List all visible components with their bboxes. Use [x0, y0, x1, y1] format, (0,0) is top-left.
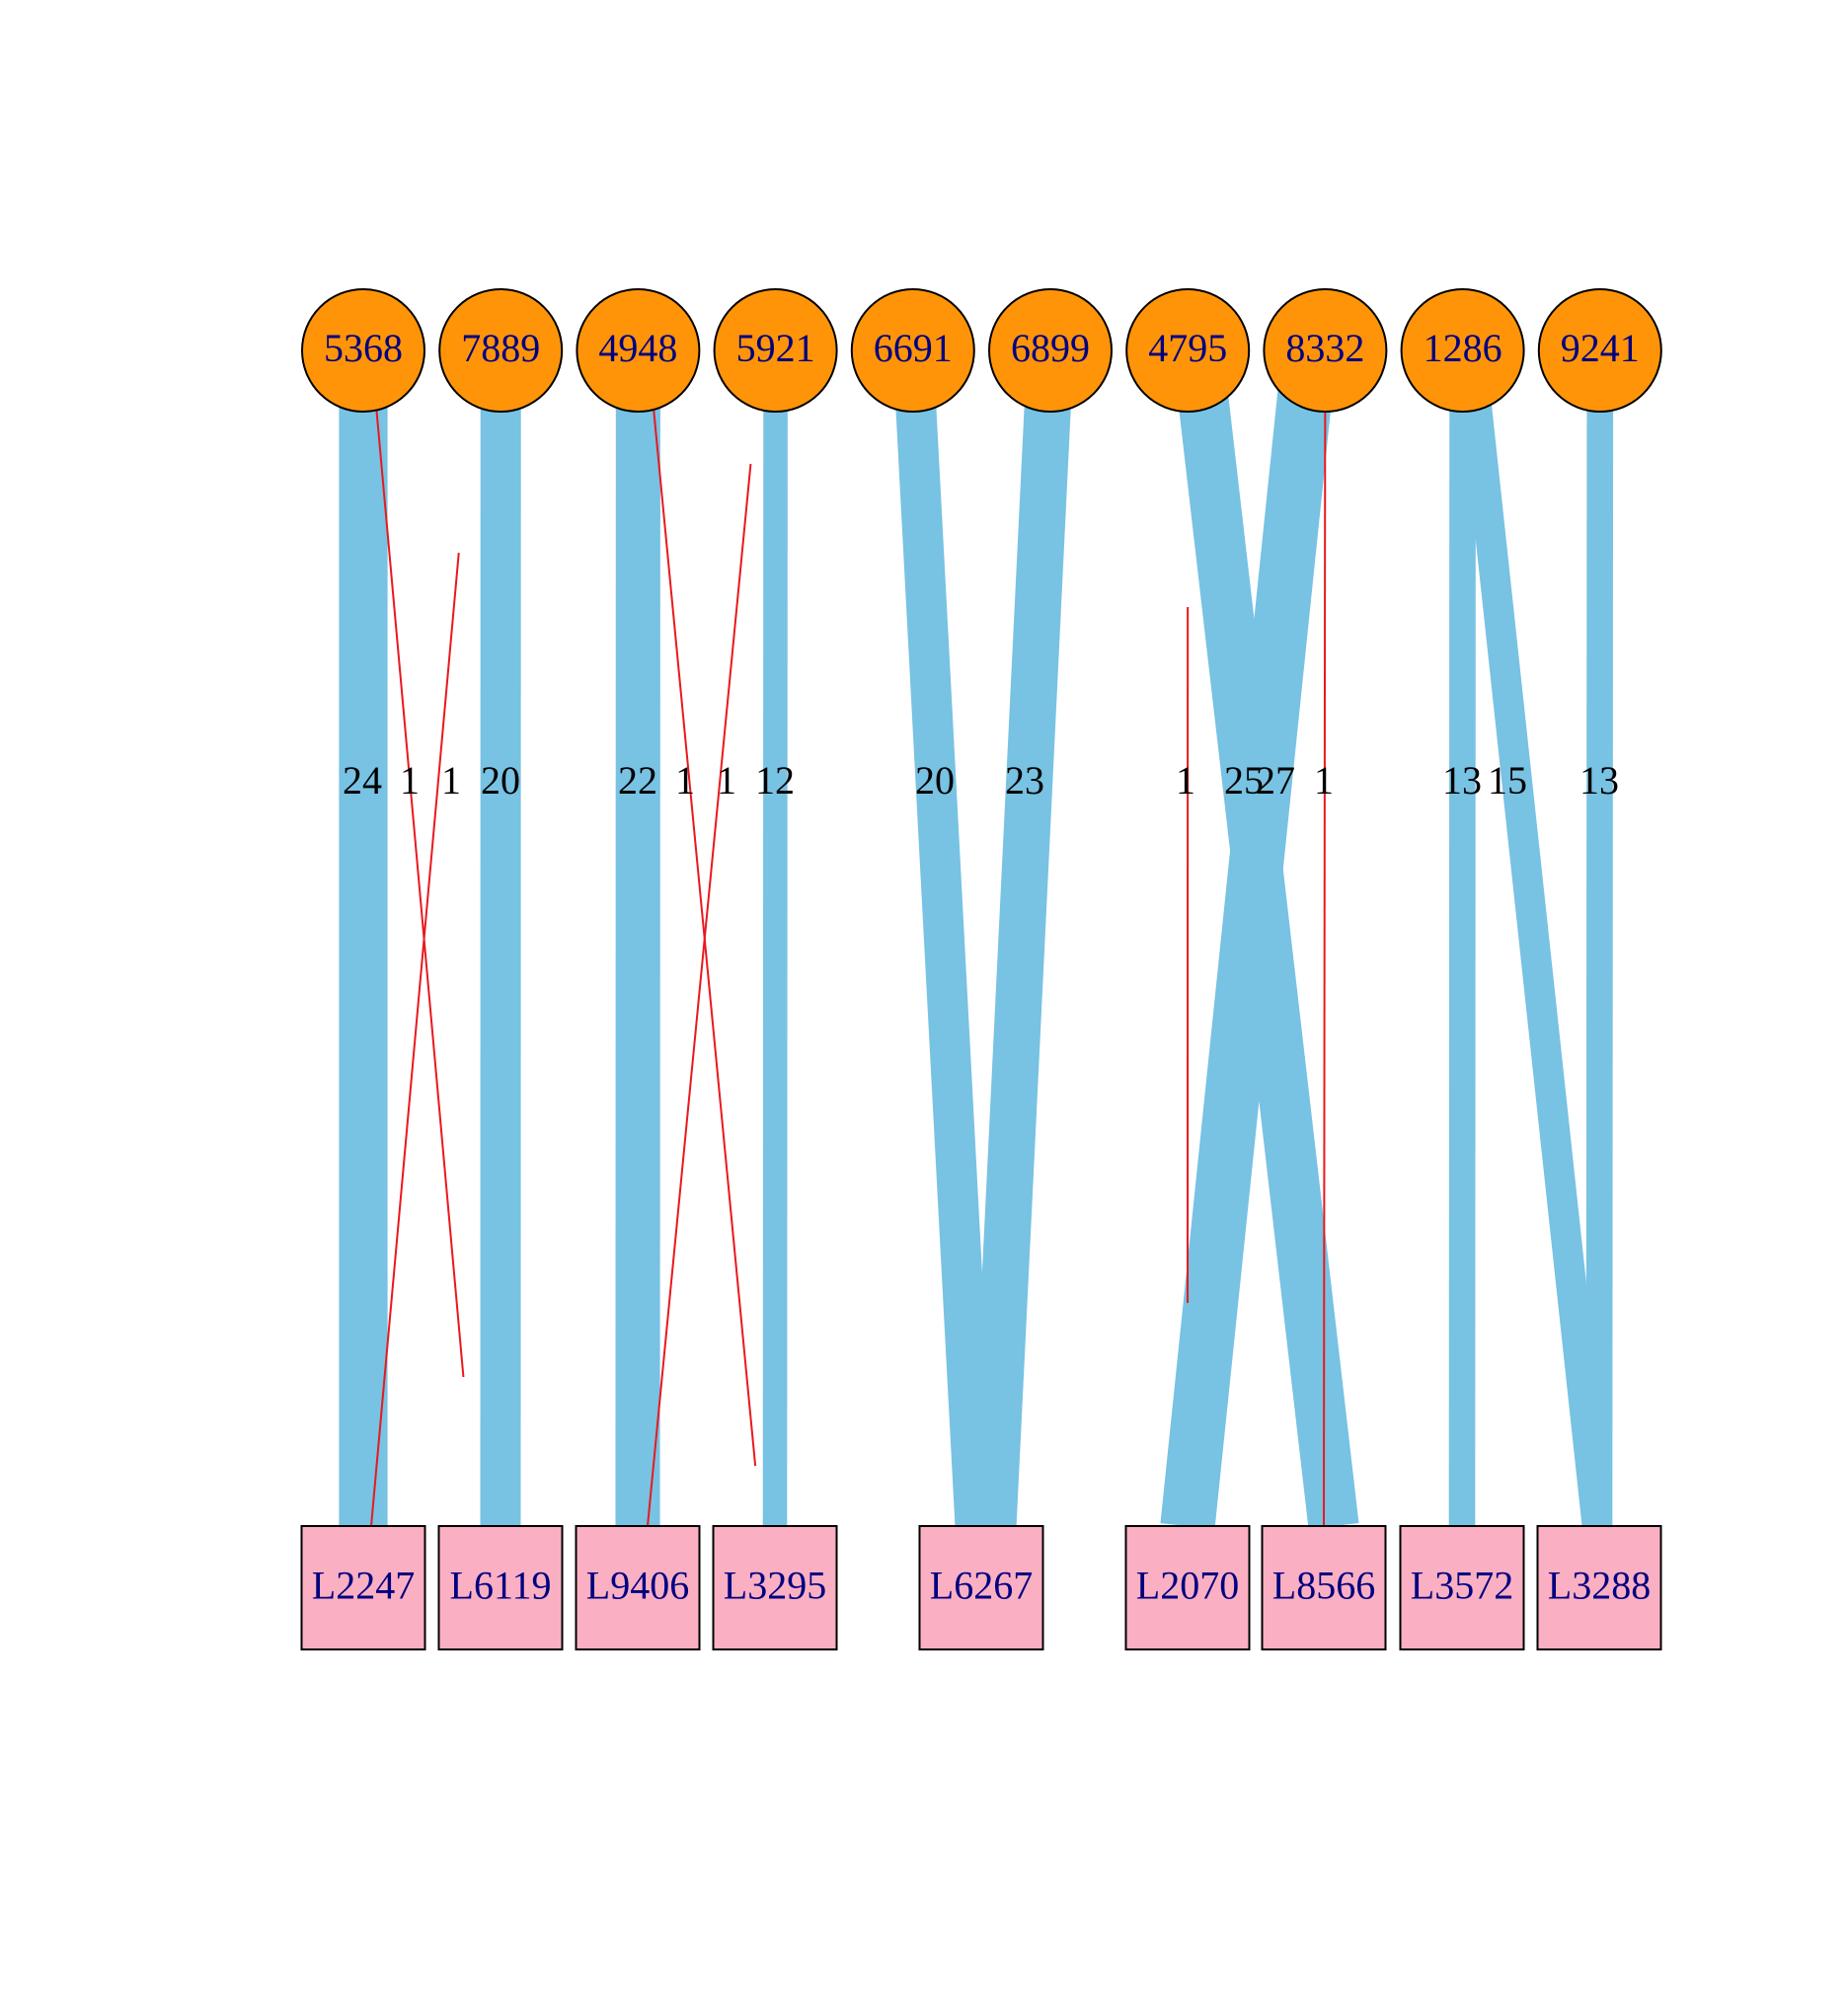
edge-label-4948-L3295: 1 — [675, 758, 695, 803]
top-node-label: 4948 — [598, 326, 677, 370]
top-node-6691: 6691 — [850, 288, 975, 413]
bottom-node-label: L3572 — [1411, 1564, 1513, 1608]
edge-5921-L3295 — [762, 349, 788, 1527]
square-node-shape — [1536, 1525, 1662, 1650]
circle-node-shape — [1263, 288, 1388, 413]
bottom-node-label: L9406 — [586, 1564, 689, 1608]
circle-node-shape — [576, 288, 701, 413]
square-node-shape — [300, 1525, 426, 1650]
top-node-8332: 8332 — [1263, 288, 1388, 413]
bottom-node-label: L3288 — [1548, 1564, 1651, 1608]
bottom-node-L3572: L3572 — [1399, 1525, 1525, 1650]
top-node-9241: 9241 — [1537, 288, 1662, 413]
circle-node-shape — [850, 288, 975, 413]
edge-label-4948-L9406: 22 — [618, 758, 657, 803]
edge-label-6899-L6267: 23 — [1005, 758, 1044, 803]
square-node-shape — [575, 1525, 701, 1650]
square-node-shape — [1399, 1525, 1525, 1650]
square-node-shape — [918, 1525, 1044, 1650]
edge-label-1286-L3572: 13 — [1442, 758, 1482, 803]
top-node-1286: 1286 — [1400, 288, 1525, 413]
edge-label-8332-L8566: 1 — [1314, 758, 1334, 803]
circle-node-shape — [301, 288, 425, 413]
circle-node-shape — [438, 288, 564, 413]
edge-label-5368-L6119: 1 — [400, 758, 420, 803]
circle-node-shape — [1400, 288, 1525, 413]
bottom-node-L2247: L2247 — [300, 1525, 426, 1650]
edge-1286-L3572 — [1448, 349, 1476, 1527]
edge-label-4795-L2070: 1 — [1176, 758, 1195, 803]
edge-9241-L3288 — [1585, 349, 1614, 1527]
top-node-6899: 6899 — [988, 288, 1113, 413]
bottom-node-label: L2070 — [1136, 1564, 1239, 1608]
edge-label-8332-L2070: 27 — [1256, 758, 1295, 803]
edge-8332-L2070 — [1160, 347, 1337, 1529]
circle-node-shape — [1125, 288, 1251, 413]
top-node-label: 4795 — [1148, 326, 1227, 370]
top-node-label: 5368 — [324, 326, 403, 370]
nodes-layer: 5368 7889 4948 5921 6691 6899 4795 8332 1286 9241… — [300, 288, 1662, 1650]
circle-node-shape — [713, 288, 838, 413]
square-node-shape — [712, 1525, 838, 1650]
bottom-node-L9406: L9406 — [575, 1525, 701, 1650]
bottom-node-label: L6119 — [450, 1564, 552, 1608]
edge-label-7889-L6119: 20 — [481, 758, 520, 803]
edge-6899-L6267 — [969, 348, 1074, 1528]
bottom-node-L8566: L8566 — [1261, 1525, 1387, 1650]
edge-label-7889-L2247: 1 — [441, 758, 461, 803]
circle-node-shape — [988, 288, 1113, 413]
bottom-node-L3288: L3288 — [1536, 1525, 1662, 1650]
edge-label-1286-L3288: 15 — [1488, 758, 1527, 803]
top-node-7889: 7889 — [438, 288, 564, 413]
circle-node-shape — [1537, 288, 1662, 413]
top-node-5921: 5921 — [713, 288, 838, 413]
edge-label-5921-L3295: 12 — [755, 758, 795, 803]
edge-7889-L2247 — [370, 552, 460, 1527]
edge-8332-L8566 — [1323, 404, 1327, 1527]
square-node-shape — [1261, 1525, 1387, 1650]
edge-label-5368-L2247: 24 — [343, 758, 382, 803]
bottom-node-L3295: L3295 — [712, 1525, 838, 1650]
bottom-node-L6119: L6119 — [437, 1525, 564, 1650]
top-node-label: 6691 — [874, 326, 953, 370]
bottom-node-label: L2247 — [312, 1564, 415, 1608]
bottom-node-label: L6267 — [930, 1564, 1033, 1608]
bottom-node-label: L3295 — [724, 1564, 826, 1608]
top-node-4948: 4948 — [576, 288, 701, 413]
top-node-label: 7889 — [461, 326, 540, 370]
top-node-label: 8332 — [1285, 326, 1364, 370]
bottom-node-L6267: L6267 — [918, 1525, 1044, 1650]
edge-5921-L9406 — [647, 463, 752, 1527]
top-node-label: 5921 — [736, 326, 815, 370]
top-node-label: 1286 — [1424, 326, 1502, 370]
bottom-node-L2070: L2070 — [1124, 1525, 1251, 1650]
edge-label-5921-L9406: 1 — [717, 758, 736, 803]
bottom-node-label: L8566 — [1272, 1564, 1375, 1608]
edge-label-9241-L3288: 13 — [1579, 758, 1619, 803]
edges-layer — [339, 347, 1614, 1529]
top-node-label: 9241 — [1561, 326, 1640, 370]
top-node-4795: 4795 — [1125, 288, 1251, 413]
edge-1286-L3288 — [1455, 348, 1613, 1528]
square-node-shape — [1124, 1525, 1251, 1650]
edge-5368-L6119 — [374, 404, 465, 1378]
top-node-label: 6899 — [1011, 326, 1090, 370]
square-node-shape — [437, 1525, 564, 1650]
edge-label-6691-L6267: 20 — [915, 758, 955, 803]
top-node-5368: 5368 — [301, 288, 425, 413]
edge-6691-L6267 — [892, 348, 996, 1528]
edge-label-4795-L8566: 25 — [1224, 758, 1264, 803]
